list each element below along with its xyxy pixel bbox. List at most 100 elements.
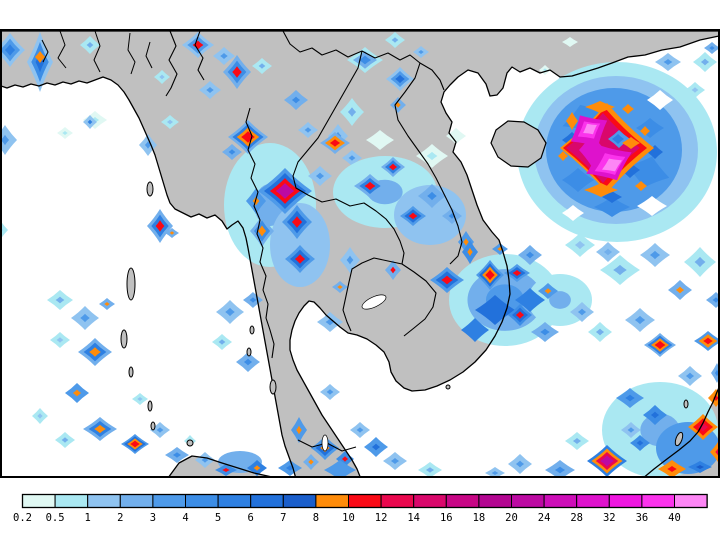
precip-contour (326, 389, 334, 395)
precip-contour (89, 347, 101, 357)
precip-blob (584, 183, 618, 197)
precip-contour (549, 291, 571, 309)
precip-blob (688, 414, 718, 440)
precip-blob (80, 36, 100, 54)
precip-blob (583, 123, 597, 135)
precip-blob (364, 437, 388, 457)
precip-contour (446, 128, 466, 144)
precip-contour (291, 96, 301, 104)
precip-blob (336, 451, 354, 467)
precip-blob (340, 247, 360, 273)
precip-contour (346, 255, 354, 265)
precip-blob (594, 197, 630, 217)
precip-blob (121, 434, 149, 454)
precip-blob (475, 295, 515, 325)
precip-contour (388, 163, 398, 171)
precip-contour (675, 286, 685, 294)
precip-contour (603, 248, 613, 256)
precip-blob (216, 300, 244, 324)
precip-blob (195, 452, 215, 468)
precip-contour (647, 90, 673, 110)
precip-blob (83, 111, 107, 129)
precip-contour (206, 86, 214, 94)
river-line (93, 30, 101, 73)
precip-contour (654, 340, 666, 350)
precip-contour (366, 130, 394, 150)
precip-contour (602, 191, 622, 203)
legend-tick-label: 40 (668, 512, 681, 524)
precip-contour (348, 155, 356, 161)
precip-blob (596, 242, 620, 262)
precip-blob (78, 338, 112, 366)
precip-contour (169, 231, 175, 235)
precip-contour (525, 251, 535, 259)
precip-contour (425, 467, 435, 473)
precip-contour (584, 183, 618, 197)
precip-contour (243, 358, 253, 366)
legend-segment (380, 494, 415, 508)
precip-blob (165, 228, 179, 238)
precip-contour (220, 52, 228, 60)
precip-contour (542, 68, 548, 72)
precip-contour (709, 45, 715, 51)
precip-blob (50, 332, 70, 348)
legend-tick-label: 10 (342, 512, 355, 524)
precip-blob (386, 67, 414, 91)
legend-tick-label: 4 (182, 512, 188, 524)
river-line (57, 30, 67, 69)
precip-blob (47, 290, 73, 310)
coastline-borneo (643, 385, 719, 477)
precip-contour (325, 318, 335, 326)
color-scale-legend: 0.2 0.5 1 2 3 4 5 6 7 8 10 12 14 16 18 20 24 28 32 36 40 (13, 493, 708, 524)
island (445, 384, 451, 390)
precip-contour (577, 308, 587, 316)
precip-contour (166, 119, 174, 125)
precip-contour (395, 102, 401, 108)
legend-tick-label: 28 (570, 512, 583, 524)
precip-contour (558, 151, 568, 161)
precip-blob (508, 454, 532, 474)
precip-contour (291, 216, 303, 228)
legend-segment (119, 494, 154, 508)
river-line (145, 41, 153, 69)
precip-blob (55, 432, 75, 448)
island-hainan (490, 120, 547, 168)
precip-contour (636, 440, 644, 446)
precip-contour (713, 394, 719, 402)
precip-contour (448, 213, 456, 219)
precip-contour (427, 191, 437, 201)
precip-blob (418, 462, 442, 477)
precip-blob (637, 196, 667, 216)
precip-contour (461, 318, 489, 342)
precip-blob (65, 383, 89, 403)
precip-contour (356, 427, 364, 433)
precip-blob (622, 137, 640, 149)
precip-blob (324, 460, 356, 477)
country-border (342, 257, 403, 332)
legend-segment (22, 494, 56, 508)
precip-contour (467, 247, 473, 257)
legend-outline (21, 493, 708, 509)
precip-contour (650, 411, 660, 419)
precip-contour (710, 442, 719, 462)
precip-blob (461, 318, 489, 342)
precip-contour (497, 246, 503, 252)
precip-contour (712, 297, 719, 303)
island (126, 267, 136, 301)
precip-contour (418, 49, 424, 55)
precip-blob (83, 115, 97, 129)
precip-blob (504, 264, 530, 282)
precip-contour (341, 456, 349, 462)
country-border (245, 107, 275, 359)
precip-contour (626, 156, 670, 188)
precip-contour (600, 455, 614, 467)
lake (321, 434, 329, 452)
legend-tick-label: 14 (407, 512, 420, 524)
legend-segment (250, 494, 284, 508)
precip-blob (1, 33, 25, 67)
coastline-mainland (1, 30, 719, 477)
precip-contour (697, 422, 709, 432)
precip-blob (430, 267, 464, 293)
precip-contour (4, 44, 16, 56)
precip-blob (213, 47, 235, 65)
